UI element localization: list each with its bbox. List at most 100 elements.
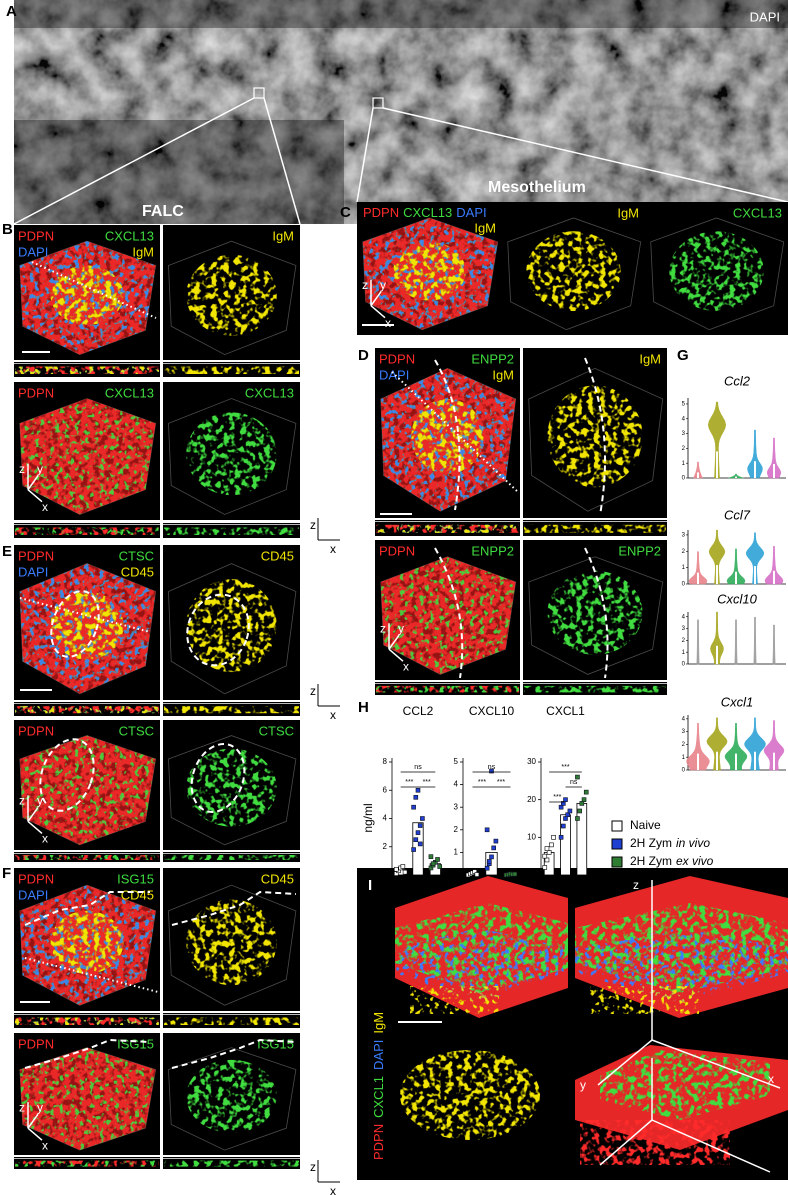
y-tick-label: 3 — [682, 729, 686, 735]
channel-label: PDPN — [363, 205, 399, 220]
ortho-edge — [163, 853, 300, 854]
signal — [186, 899, 277, 986]
signal — [50, 591, 124, 660]
violin — [707, 401, 727, 479]
tile-frame — [507, 217, 642, 331]
data-point — [565, 812, 571, 818]
ortho-signal — [376, 685, 519, 693]
violin — [726, 548, 746, 585]
violin — [728, 473, 744, 479]
region-outline — [434, 547, 464, 679]
data-point — [512, 871, 518, 877]
violin — [766, 437, 782, 479]
panel-label: H — [358, 699, 369, 716]
channel-label: ENPP2 — [471, 543, 514, 558]
region-outline — [171, 890, 297, 926]
bar — [576, 803, 588, 876]
y-tick-label: 3 — [682, 626, 686, 632]
channel-label: PDPN — [18, 1036, 54, 1051]
axis-label: z — [633, 878, 639, 892]
axis-line — [388, 634, 400, 650]
ortho-axis-label: z — [310, 1160, 316, 1174]
data-point — [484, 827, 490, 833]
gene-title: Ccl2 — [724, 373, 751, 388]
violin-box — [754, 566, 756, 584]
signal — [50, 265, 124, 325]
y-tick-label: 10 — [527, 832, 536, 841]
region-outline — [50, 590, 100, 658]
data-point — [544, 857, 550, 863]
data-point — [546, 850, 552, 855]
channel-label: CD45 — [261, 548, 294, 563]
region-outline — [434, 359, 461, 511]
tile-frame — [528, 367, 664, 512]
data-point — [484, 865, 490, 871]
signal — [380, 556, 516, 675]
signal — [186, 254, 277, 336]
ortho-edge — [375, 521, 520, 522]
region-outline — [190, 743, 246, 813]
ortho-signal — [524, 685, 666, 693]
axis-label: z — [380, 621, 386, 635]
signal — [526, 231, 621, 312]
tile-frame — [168, 563, 297, 695]
axis-label: z — [19, 794, 25, 808]
y-tick-label: 2 — [454, 825, 459, 834]
panel-label: I — [368, 877, 372, 894]
section-line — [24, 957, 159, 993]
ortho-axis-label: z — [310, 684, 316, 698]
violin-box — [735, 476, 737, 478]
violin-box — [716, 565, 718, 584]
significance-label: *** — [561, 764, 569, 771]
violin — [710, 611, 724, 665]
data-point — [563, 797, 568, 802]
channel-label: CTSC — [259, 723, 294, 738]
y-tick-label: 0 — [383, 870, 388, 879]
data-point — [489, 768, 494, 774]
panel-label: A — [6, 3, 17, 20]
data-point — [493, 838, 499, 844]
axis-label: y — [37, 794, 43, 808]
ortho-signal — [15, 527, 159, 535]
violin — [693, 461, 703, 479]
ortho-axis-label: z — [310, 518, 316, 532]
zoom-line — [263, 97, 301, 225]
signal — [186, 579, 277, 673]
ortho-signal — [376, 524, 519, 533]
y-tick-label: 0 — [454, 870, 459, 879]
data-point — [560, 823, 566, 829]
signal — [186, 412, 277, 496]
y-tick-label: 4 — [682, 716, 686, 722]
tissue-band — [410, 986, 499, 1014]
y-tick-label: 4 — [682, 614, 686, 620]
gene-title: Cxcl10 — [717, 591, 758, 606]
region-outline — [24, 1038, 151, 1069]
legend-label: Naive — [630, 818, 661, 832]
data-point — [583, 789, 589, 795]
channel-label: CXCL13 — [403, 205, 452, 220]
channel-label: PDPN — [18, 228, 54, 243]
ortho-signal — [164, 706, 299, 714]
data-point — [544, 846, 550, 851]
data-point — [581, 797, 587, 802]
axis-line — [388, 648, 404, 662]
significance-label: ns — [414, 764, 422, 771]
data-point — [577, 808, 582, 814]
tile-frame — [168, 735, 297, 846]
data-point — [551, 835, 556, 840]
gene-title: Ccl7 — [724, 507, 751, 522]
axis-line — [27, 1113, 39, 1129]
violin-box — [773, 752, 775, 770]
y-axis-title: ng/ml — [361, 803, 375, 832]
significance-label: *** — [405, 779, 413, 786]
tissue-band — [590, 986, 699, 1014]
ortho-signal — [164, 1017, 299, 1025]
channel-label: PDPN — [371, 1124, 386, 1160]
legend-text: Naive — [630, 818, 661, 832]
ortho-signal — [164, 366, 299, 374]
channel-label: ISG15 — [257, 1036, 294, 1051]
data-point — [542, 853, 548, 859]
tile-frame — [528, 556, 664, 675]
violin — [688, 551, 708, 585]
legend-text: 2H Zym — [630, 836, 672, 850]
